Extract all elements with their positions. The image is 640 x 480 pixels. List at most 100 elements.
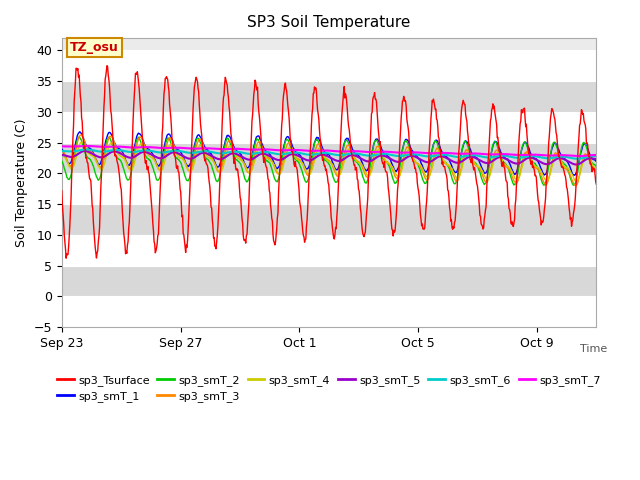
sp3_Tsurface <box>282 86 290 92</box>
sp3_smT_2 <box>77 138 85 144</box>
sp3_Tsurface <box>185 212 193 218</box>
Bar <box>62 173 596 204</box>
Y-axis label: Soil Temperature (C): Soil Temperature (C) <box>15 119 28 247</box>
Line: sp3_smT_6: sp3_smT_6 <box>62 149 596 159</box>
sp3_Tsurface <box>253 84 261 90</box>
Line: sp3_smT_1: sp3_smT_1 <box>62 132 596 175</box>
sp3_smT_7 <box>77 144 85 149</box>
sp3_smT_6 <box>282 151 289 156</box>
sp3_smT_1 <box>362 167 369 172</box>
Bar <box>62 81 596 112</box>
sp3_smT_4 <box>77 139 85 145</box>
Line: sp3_Tsurface: sp3_Tsurface <box>62 66 596 258</box>
sp3_smT_6 <box>593 153 600 159</box>
sp3_smT_2 <box>184 178 192 184</box>
sp3_smT_1 <box>282 137 289 143</box>
sp3_smT_1 <box>253 134 260 140</box>
sp3_smT_4 <box>282 154 289 160</box>
sp3_smT_6 <box>83 146 90 152</box>
sp3_smT_7 <box>593 152 600 158</box>
sp3_smT_2 <box>76 134 83 140</box>
sp3_Tsurface <box>491 109 499 115</box>
sp3_smT_1 <box>593 159 600 165</box>
sp3_smT_4 <box>362 169 369 175</box>
sp3_smT_2 <box>593 164 600 170</box>
sp3_smT_3 <box>282 147 289 153</box>
sp3_smT_1 <box>76 129 84 135</box>
sp3_smT_3 <box>77 132 85 138</box>
Bar <box>62 235 596 265</box>
Line: sp3_smT_2: sp3_smT_2 <box>62 137 596 185</box>
sp3_Tsurface <box>77 115 85 120</box>
Bar <box>62 143 596 173</box>
Bar <box>62 265 596 296</box>
Line: sp3_smT_7: sp3_smT_7 <box>62 146 596 156</box>
sp3_smT_6 <box>490 154 498 160</box>
Bar <box>62 50 596 81</box>
sp3_smT_2 <box>362 180 369 186</box>
sp3_smT_7 <box>575 153 583 159</box>
sp3_smT_5 <box>58 152 66 158</box>
sp3_smT_5 <box>282 155 289 160</box>
sp3_smT_3 <box>593 168 600 174</box>
sp3_smT_7 <box>362 149 369 155</box>
sp3_smT_4 <box>77 139 85 145</box>
sp3_smT_7 <box>184 145 192 151</box>
Title: SP3 Soil Temperature: SP3 Soil Temperature <box>248 15 411 30</box>
sp3_smT_3 <box>490 152 498 158</box>
sp3_Tsurface <box>62 255 70 261</box>
sp3_smT_1 <box>58 146 66 152</box>
sp3_smT_2 <box>490 139 498 145</box>
Text: Time: Time <box>580 345 607 355</box>
sp3_smT_4 <box>184 167 192 172</box>
sp3_smT_3 <box>253 142 260 148</box>
sp3_smT_4 <box>58 152 66 158</box>
sp3_Tsurface <box>103 63 111 69</box>
sp3_smT_5 <box>253 153 260 159</box>
Bar <box>62 204 596 235</box>
sp3_smT_5 <box>77 149 85 155</box>
sp3_smT_5 <box>184 156 192 161</box>
Line: sp3_smT_3: sp3_smT_3 <box>62 135 596 186</box>
sp3_smT_4 <box>573 178 580 184</box>
sp3_smT_7 <box>490 152 498 157</box>
Bar <box>62 112 596 143</box>
sp3_smT_6 <box>253 150 260 156</box>
Line: sp3_smT_5: sp3_smT_5 <box>62 151 596 165</box>
sp3_smT_3 <box>77 132 84 138</box>
sp3_smT_4 <box>593 165 600 171</box>
sp3_smT_5 <box>362 158 369 164</box>
sp3_smT_2 <box>570 182 577 188</box>
Legend: sp3_Tsurface, sp3_smT_1, sp3_smT_2, sp3_smT_3, sp3_smT_4, sp3_smT_5, sp3_smT_6, : sp3_Tsurface, sp3_smT_1, sp3_smT_2, sp3_… <box>52 370 605 407</box>
sp3_smT_1 <box>184 163 192 169</box>
sp3_Tsurface <box>58 188 66 194</box>
sp3_smT_7 <box>83 143 91 149</box>
sp3_smT_6 <box>77 147 85 153</box>
sp3_smT_3 <box>58 148 66 154</box>
sp3_smT_6 <box>58 148 66 154</box>
sp3_smT_1 <box>77 131 85 136</box>
sp3_smT_2 <box>253 136 260 142</box>
sp3_smT_5 <box>593 156 600 162</box>
sp3_smT_6 <box>573 156 581 162</box>
sp3_smT_2 <box>58 158 66 164</box>
Text: TZ_osu: TZ_osu <box>70 41 118 54</box>
sp3_smT_3 <box>362 171 369 177</box>
sp3_Tsurface <box>362 220 370 226</box>
sp3_smT_7 <box>58 144 66 149</box>
sp3_smT_5 <box>573 162 580 168</box>
sp3_smT_4 <box>253 149 260 155</box>
sp3_smT_5 <box>490 157 498 163</box>
sp3_Tsurface <box>593 181 600 187</box>
sp3_smT_2 <box>282 139 289 144</box>
sp3_smT_1 <box>570 172 578 178</box>
sp3_smT_7 <box>253 147 260 153</box>
sp3_smT_3 <box>572 183 580 189</box>
sp3_smT_6 <box>362 153 369 158</box>
Line: sp3_smT_4: sp3_smT_4 <box>62 142 596 181</box>
sp3_smT_6 <box>184 150 192 156</box>
sp3_smT_4 <box>490 156 498 162</box>
sp3_smT_1 <box>490 140 498 146</box>
sp3_smT_7 <box>282 147 289 153</box>
sp3_smT_3 <box>184 168 192 173</box>
